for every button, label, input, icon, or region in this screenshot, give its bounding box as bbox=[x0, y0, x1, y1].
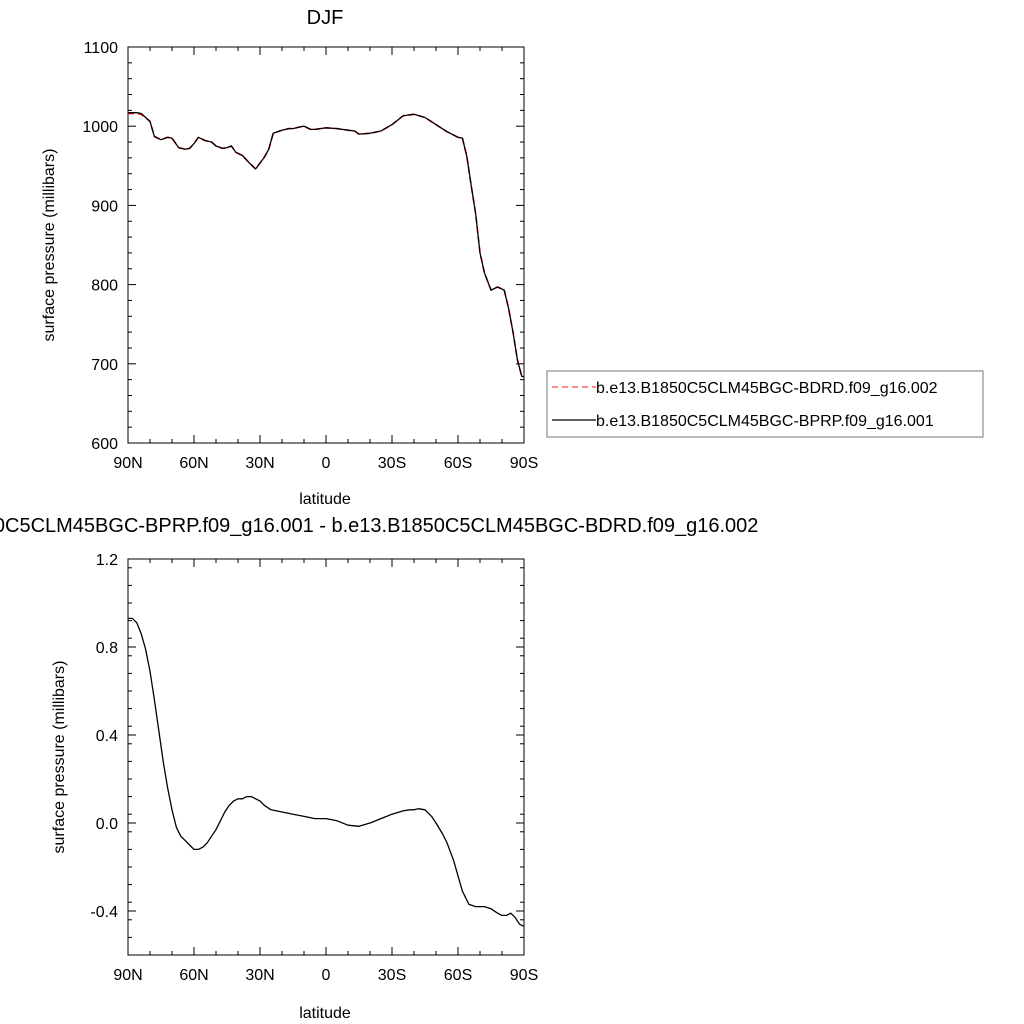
top-series-lines bbox=[128, 112, 524, 378]
top-x-tick-labels: 90N 60N 30N 0 30S 60S 90S bbox=[113, 455, 538, 472]
top-chart-title: DJF bbox=[307, 7, 344, 29]
top-y-tick-labels: 600 700 800 900 1000 1100 bbox=[82, 40, 118, 453]
bottom-x-axis-label: latitude bbox=[299, 1005, 351, 1022]
top-panel: DJF 90N 60N 30N 0 30S 60S 90S 600 700 800 900 1000… bbox=[41, 7, 538, 508]
top-x-tick-label: 0 bbox=[322, 455, 331, 472]
top-x-tick-label: 30N bbox=[245, 455, 274, 472]
top-plot-frame bbox=[127, 46, 525, 444]
top-series-line-0 bbox=[128, 112, 524, 378]
top-series-line-1 bbox=[128, 112, 524, 378]
top-x-tick-label: 30S bbox=[378, 455, 406, 472]
bottom-chart-title: b.e13.B1850C5CLM45BGC-BPRP.f09_g16.001 -… bbox=[0, 515, 758, 537]
top-x-tick-label: 90N bbox=[113, 455, 142, 472]
top-y-tick-label: 700 bbox=[91, 357, 118, 374]
bottom-y-tick-label: -0.4 bbox=[90, 904, 118, 921]
bottom-x-tick-label: 60N bbox=[179, 967, 208, 984]
bottom-x-tick-label: 30S bbox=[378, 967, 406, 984]
top-x-tick-label: 90S bbox=[510, 455, 538, 472]
bottom-x-tick-label: 0 bbox=[322, 967, 331, 984]
legend-label-bprp: b.e13.B1850C5CLM45BGC-BPRP.f09_g16.001 bbox=[596, 413, 934, 430]
bottom-y-tick-labels: -0.4 0.0 0.4 0.8 1.2 bbox=[90, 552, 118, 921]
top-y-tick-label: 800 bbox=[91, 278, 118, 295]
bottom-y-tick-label: 1.2 bbox=[96, 552, 118, 569]
top-y-axis-label: surface pressure (millibars) bbox=[41, 149, 58, 342]
bottom-x-tick-label: 90S bbox=[510, 967, 538, 984]
legend: b.e13.B1850C5CLM45BGC-BDRD.f09_g16.002 b… bbox=[546, 370, 984, 438]
bottom-series-line-0 bbox=[128, 617, 525, 927]
top-y-tick-label: 1100 bbox=[84, 40, 119, 57]
top-x-tick-label: 60S bbox=[444, 455, 472, 472]
bottom-y-tick-label: 0.4 bbox=[96, 728, 118, 745]
bottom-y-tick-label: 0.0 bbox=[96, 816, 118, 833]
bottom-panel: b.e13.B1850C5CLM45BGC-BPRP.f09_g16.001 -… bbox=[0, 515, 758, 1022]
top-ticks bbox=[127, 46, 525, 444]
top-y-tick-label: 900 bbox=[91, 198, 118, 215]
bottom-ticks bbox=[127, 558, 525, 956]
bottom-x-tick-label: 90N bbox=[113, 967, 142, 984]
top-y-tick-label: 600 bbox=[91, 436, 118, 453]
bottom-x-tick-labels: 90N 60N 30N 0 30S 60S 90S bbox=[113, 967, 538, 984]
legend-label-bdrd: b.e13.B1850C5CLM45BGC-BDRD.f09_g16.002 bbox=[596, 380, 938, 397]
top-x-tick-label: 60N bbox=[179, 455, 208, 472]
legend-box bbox=[546, 370, 984, 438]
bottom-y-tick-label: 0.8 bbox=[96, 640, 118, 657]
bottom-series-lines bbox=[128, 617, 525, 927]
top-y-tick-label: 1000 bbox=[82, 119, 118, 136]
bottom-y-axis-label: surface pressure (millibars) bbox=[51, 661, 68, 854]
top-x-axis-label: latitude bbox=[299, 491, 351, 508]
bottom-x-tick-label: 30N bbox=[245, 967, 274, 984]
bottom-x-tick-label: 60S bbox=[444, 967, 472, 984]
